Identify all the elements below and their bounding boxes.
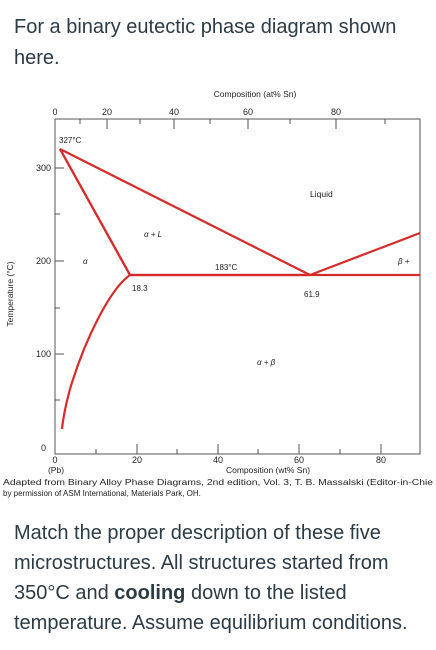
left-tick-0: 0	[41, 443, 46, 453]
bottom-tick-80: 80	[376, 455, 386, 465]
bottom-tick-40: 40	[213, 455, 223, 465]
label-alpha-plus-liquid: α + L	[144, 230, 162, 239]
label-alpha-plus-beta: α + β	[257, 358, 276, 367]
y-axis-label: Temperature (°C)	[5, 261, 15, 326]
top-tick-60: 60	[243, 107, 253, 117]
question-text-before: Match the proper description of these fi…	[14, 522, 389, 604]
bottom-tick-20: 20	[132, 455, 142, 465]
question-bold: cooling	[114, 582, 186, 604]
plot-frame	[54, 118, 421, 455]
label-melting-point: 327°C	[59, 136, 82, 145]
question-text: Match the proper description of these fi…	[14, 518, 426, 638]
credit-line-1: Adapted from Binary Alloy Phase Diagrams…	[3, 478, 434, 487]
top-tick-0: 0	[52, 107, 57, 117]
top-tick-80: 80	[331, 107, 341, 117]
solvus-line	[60, 274, 131, 430]
left-tick-200: 200	[36, 256, 51, 266]
solidus-line	[59, 148, 131, 276]
top-tick-40: 40	[169, 107, 179, 117]
label-liquid: Liquid	[310, 189, 333, 199]
left-tick-100: 100	[36, 349, 51, 359]
top-axis-title: Composition (at% Sn)	[214, 89, 297, 99]
label-eutectic-comp: 61.9	[304, 290, 320, 299]
intro-text: For a binary eutectic phase diagram show…	[14, 16, 397, 69]
label-alpha: α	[83, 257, 88, 266]
pb-note: (Pb)	[48, 465, 64, 475]
label-eutectic-temp: 183°C	[215, 263, 238, 272]
alpha-plus-liquid-upper	[59, 148, 311, 276]
credit-line-2: by permission of ASM International, Mate…	[3, 489, 201, 498]
label-alpha-comp: 18.3	[132, 284, 148, 293]
bottom-tick-0: 0	[52, 455, 57, 465]
question-text-after: down to the listed temperature. Assume e…	[14, 582, 408, 634]
liquidus-right	[309, 231, 421, 277]
bottom-tick-60: 60	[294, 455, 304, 465]
top-tick-20: 20	[102, 107, 112, 117]
label-beta-plus-liquid: β +	[397, 257, 410, 266]
bottom-axis-title: Composition (wt% Sn)	[226, 465, 310, 475]
phase-diagram: Composition (at% Sn) 0 20 40 60 80 300 2…	[3, 89, 434, 498]
left-tick-300: 300	[36, 163, 51, 173]
